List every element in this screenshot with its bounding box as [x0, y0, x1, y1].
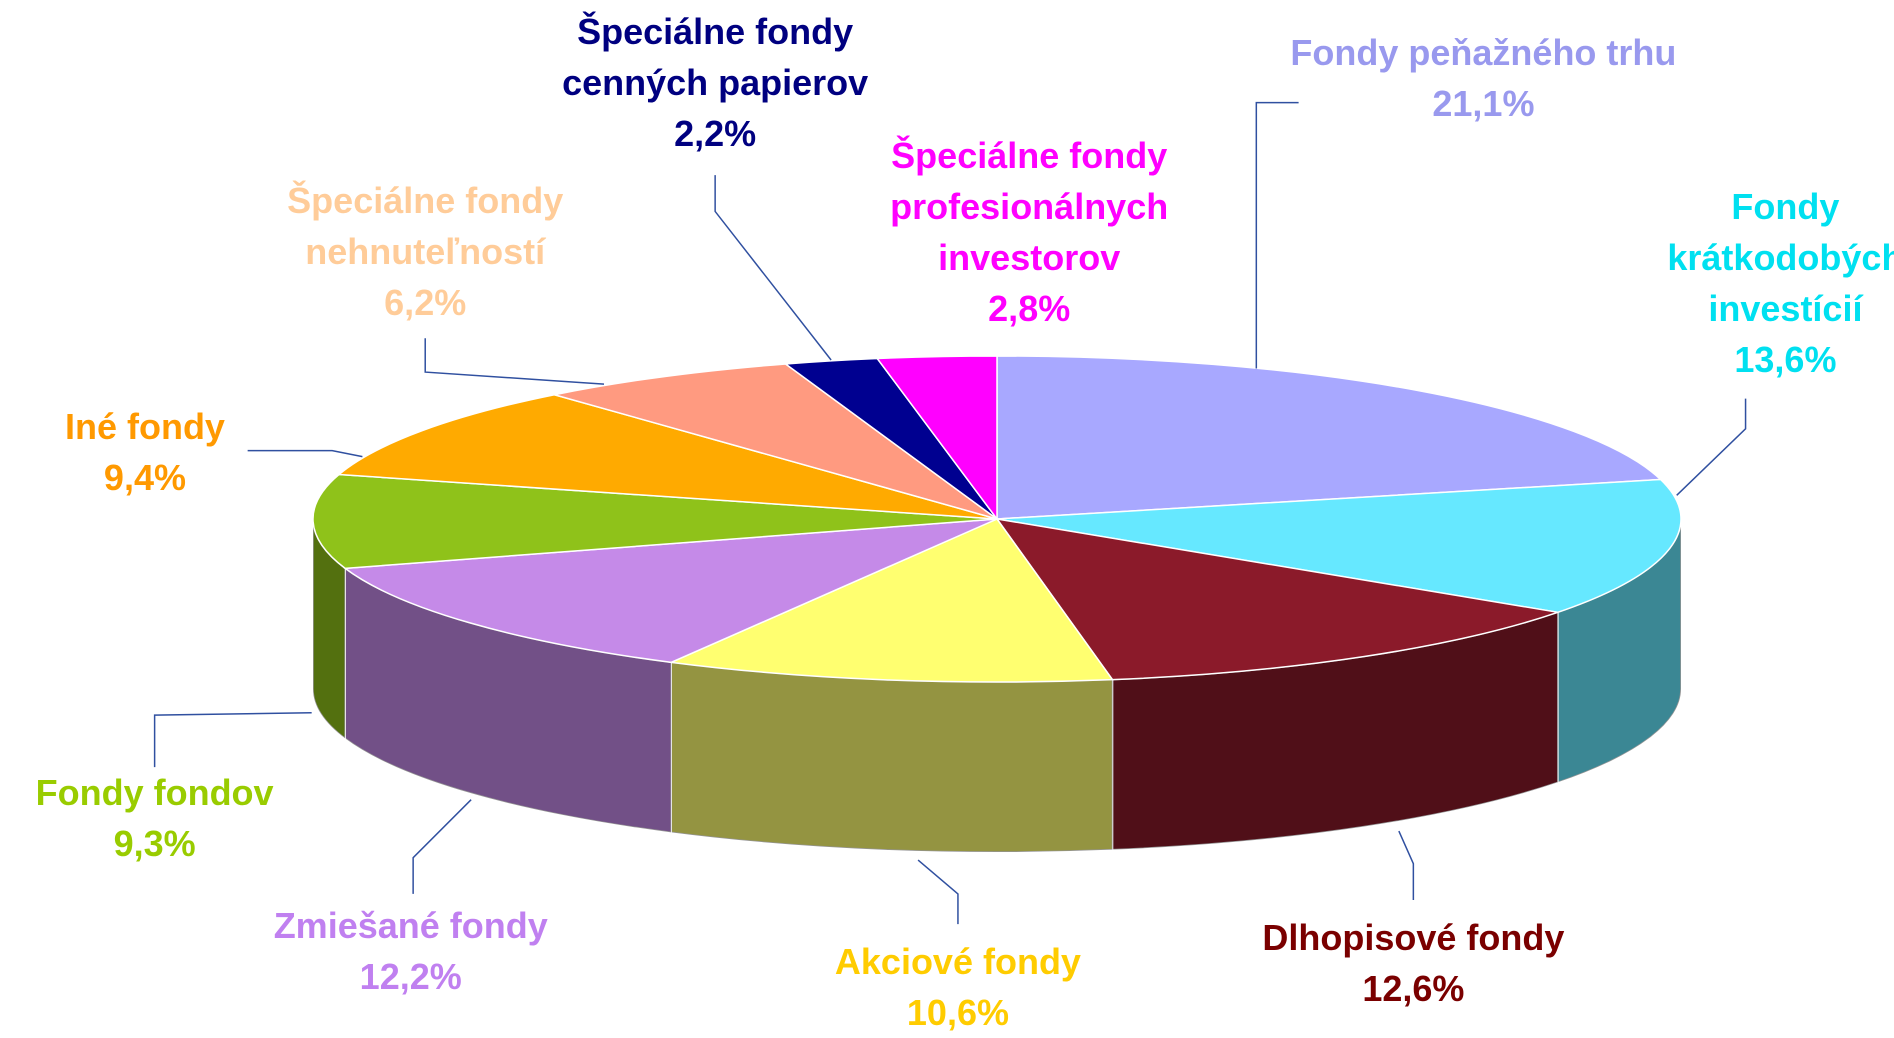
leader-line	[1255, 101, 1299, 369]
value-label: 9,4%	[103, 457, 186, 499]
category-name: Špeciálne fondy nehnuteľností	[287, 180, 564, 273]
pie-slice	[996, 355, 1663, 520]
slice-label: Špeciálne fondy profesionálnych investor…	[836, 130, 1223, 334]
side-shade	[1557, 519, 1681, 783]
leader-line	[247, 449, 363, 458]
leader-line	[714, 175, 832, 361]
category-name: Fondy krátkodobých investícií	[1667, 186, 1894, 330]
leader-line	[1398, 830, 1415, 900]
slice-label: Špeciálne fondy cenných papierov 2,2%	[510, 6, 921, 159]
side-shade	[313, 519, 346, 739]
category-name: Fondy fondov	[35, 772, 274, 814]
category-name: Zmiešané fondy	[273, 904, 548, 946]
pie-slice	[996, 478, 1682, 614]
category-name: Iné fondy	[64, 406, 225, 448]
pie-slice	[312, 473, 998, 570]
leader-line	[1676, 398, 1747, 496]
side-shade	[345, 568, 672, 833]
category-name: Fondy peňažného trhu	[1290, 31, 1677, 73]
value-label: 10,6%	[906, 992, 1009, 1034]
pie-slice	[668, 518, 1114, 683]
value-label: 6,2%	[384, 282, 467, 324]
slice-label: Zmiešané fondy 12,2%	[193, 900, 628, 1002]
value-label: 2,8%	[988, 288, 1071, 330]
slice-label: Akciové fondy 10,6%	[765, 936, 1152, 1038]
pie-slice	[337, 393, 998, 520]
pie-slice	[554, 363, 998, 520]
slice-label: Fondy peňažného trhu 21,1%	[1278, 27, 1689, 129]
leader-line	[424, 338, 605, 385]
pie-slice	[995, 517, 1559, 681]
slice-label: Iné fondy 9,4%	[0, 401, 290, 503]
leader-line	[917, 859, 959, 925]
value-label: 2,2%	[674, 113, 757, 155]
slice-label: Fondy krátkodobých investícií 13,6%	[1628, 181, 1894, 385]
value-label: 12,2%	[359, 955, 462, 997]
value-label: 21,1%	[1432, 82, 1535, 124]
category-name: Dlhopisové fondy	[1262, 917, 1565, 959]
side-shade	[1112, 612, 1558, 850]
side-shade	[671, 662, 1113, 852]
pie-slice	[343, 518, 998, 664]
leader-line	[153, 711, 312, 768]
category-name: Špeciálne fondy profesionálnych investor…	[890, 135, 1169, 279]
slice-label: Dlhopisové fondy 12,6%	[1196, 912, 1631, 1014]
value-label: 12,6%	[1362, 968, 1465, 1010]
value-label: 9,3%	[113, 823, 196, 865]
category-name: Špeciálne fondy cenných papierov	[562, 11, 869, 104]
leader-line	[412, 799, 472, 894]
category-name: Akciové fondy	[834, 941, 1081, 983]
slice-label: Fondy fondov 9,3%	[0, 767, 336, 869]
pie-slice	[875, 355, 998, 522]
slice-label: Špeciálne fondy nehnuteľností 6,2%	[232, 175, 619, 328]
value-label: 13,6%	[1734, 339, 1837, 381]
